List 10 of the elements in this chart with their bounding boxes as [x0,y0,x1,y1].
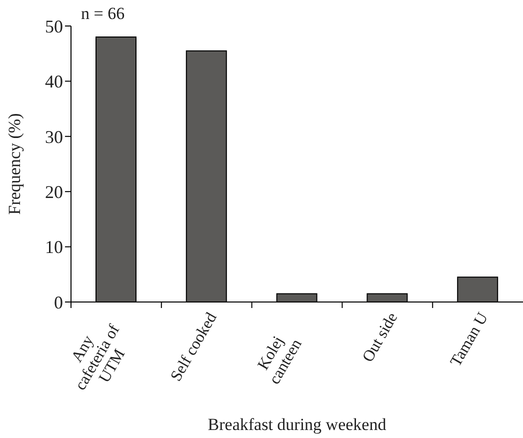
y-tick-label: 0 [54,292,63,312]
text: n = 66 [81,4,125,24]
x-axis-title: Breakfast during weekend [208,415,387,434]
y-tick-label: 30 [45,126,63,147]
y-tick-label: 10 [45,237,63,258]
x-tick-label: Out side [360,310,402,366]
y-tick-label: 20 [45,182,63,202]
y-tick-label: 40 [45,72,63,92]
y-axis-title: Frequency (%) [5,113,24,215]
y-tick-label: 50 [45,16,63,36]
